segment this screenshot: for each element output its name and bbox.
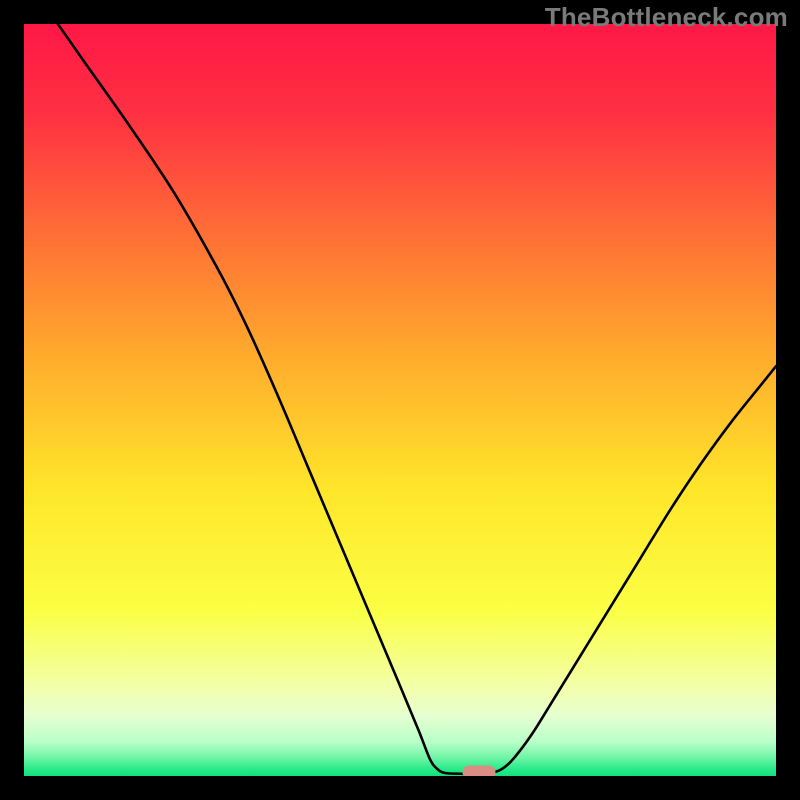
plot-area xyxy=(24,24,776,776)
optimal-marker xyxy=(462,765,495,776)
chart-frame: TheBottleneck.com xyxy=(0,0,800,800)
watermark-text: TheBottleneck.com xyxy=(545,2,788,33)
plot-svg xyxy=(24,24,776,776)
